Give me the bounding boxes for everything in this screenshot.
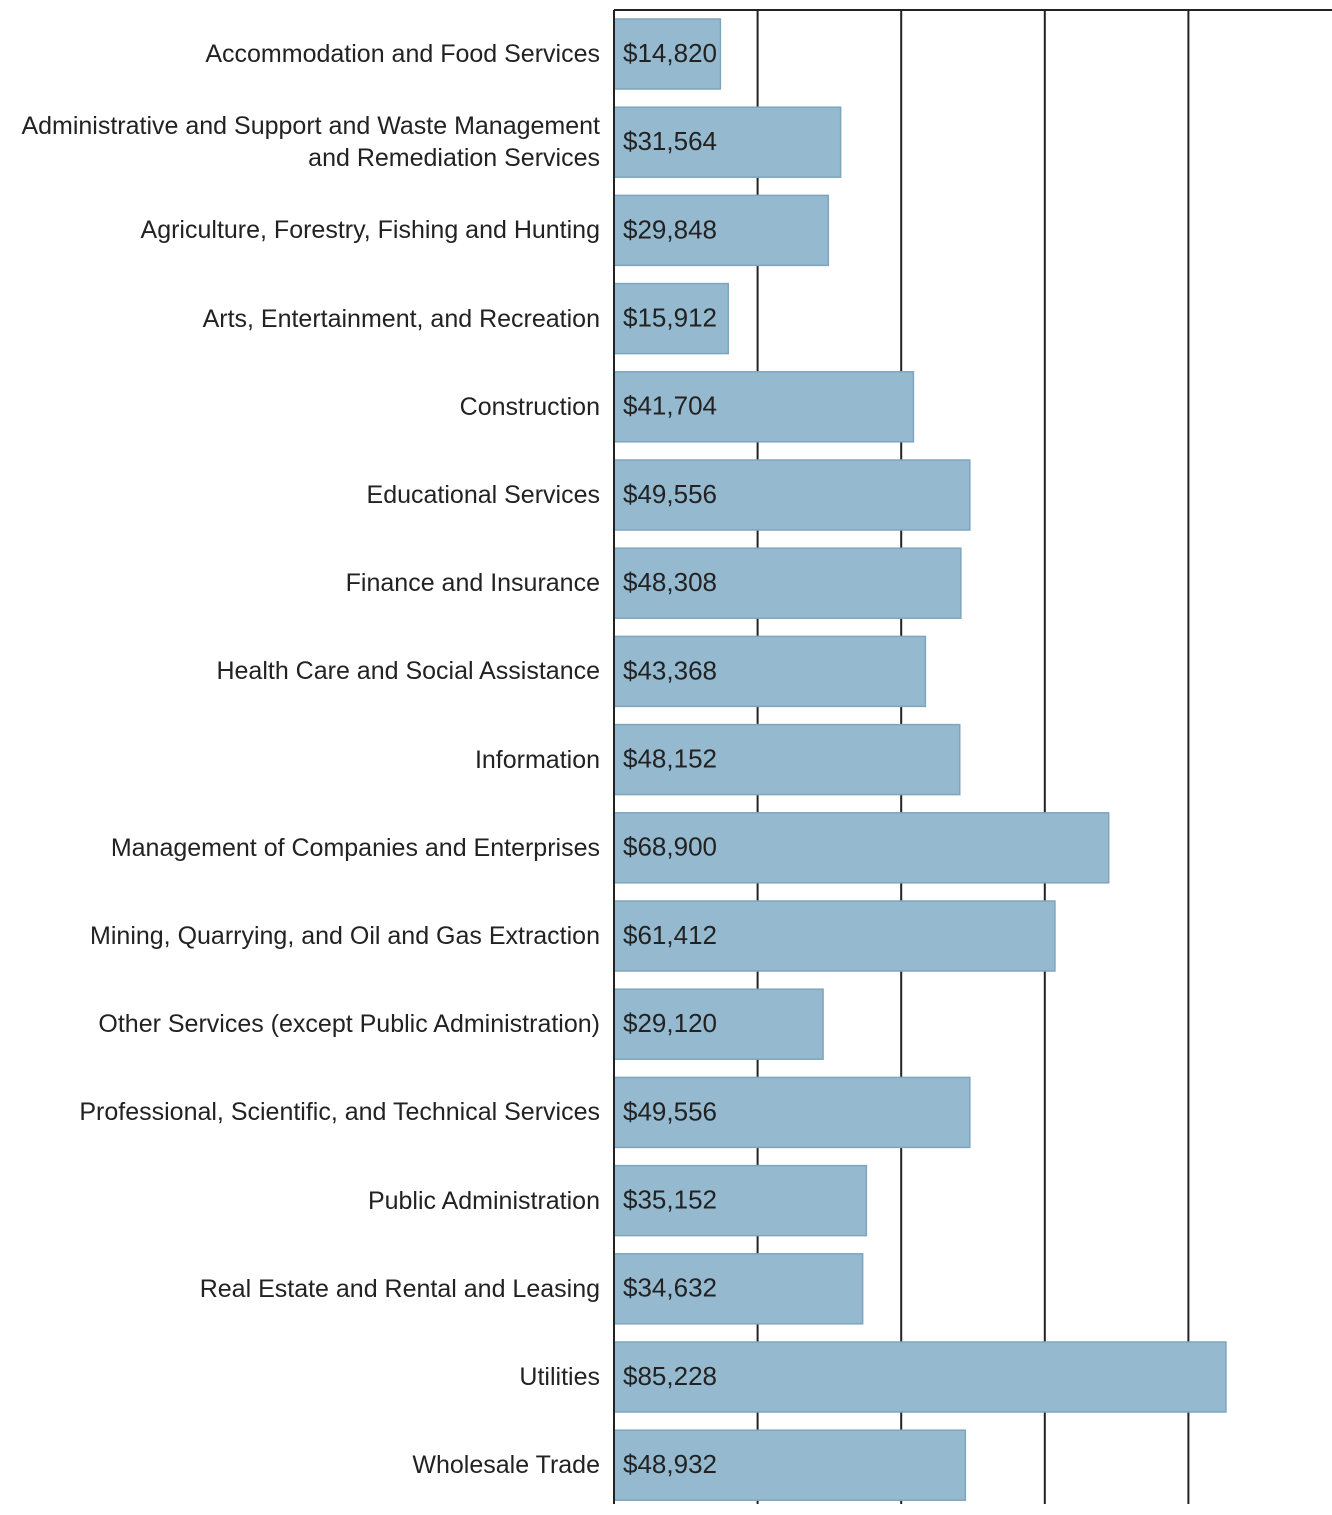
category-label: Other Services (except Public Administra… — [98, 1010, 600, 1039]
category-label: Information — [474, 745, 600, 774]
bar — [613, 194, 830, 267]
category-label: Real Estate and Rental and Leasing — [199, 1274, 600, 1303]
category-label: Management of Companies and Enterprises — [110, 833, 600, 862]
value-label: $43,368 — [623, 655, 717, 685]
value-label: $29,848 — [623, 214, 717, 244]
value-label: $15,912 — [623, 302, 717, 332]
bar — [613, 900, 1056, 972]
value-label: $48,308 — [623, 567, 717, 597]
value-label: $29,120 — [623, 1008, 717, 1038]
category-label: Public Administration — [367, 1186, 600, 1215]
value-label: $49,556 — [623, 479, 717, 509]
bar — [613, 282, 729, 355]
value-label: $48,932 — [623, 1449, 717, 1479]
category-label: Finance and Insurance — [345, 569, 600, 598]
category-label: Professional, Scientific, and Technical … — [79, 1098, 600, 1127]
value-label: $85,228 — [623, 1361, 717, 1391]
value-label: $35,152 — [623, 1184, 717, 1214]
bar — [613, 988, 824, 1060]
category-label: Agriculture, Forestry, Fishing and Hunti… — [140, 216, 600, 245]
value-label: $14,820 — [623, 38, 717, 68]
bar — [613, 1076, 971, 1149]
value-label: $48,152 — [623, 743, 717, 773]
bar — [613, 459, 971, 531]
bar — [613, 371, 915, 443]
category-label: Accommodation and Food Services — [205, 40, 600, 68]
category-label: Health Care and Social Assistance — [216, 657, 600, 686]
value-label: $31,564 — [623, 126, 717, 156]
category-label: Arts, Entertainment, and Recreation — [202, 304, 600, 333]
category-label: Wholesale Trade — [412, 1451, 600, 1480]
bar — [613, 723, 961, 796]
bar — [613, 18, 722, 90]
bar — [613, 106, 842, 178]
category-label: Educational Services — [366, 481, 600, 509]
value-label: $61,412 — [623, 920, 717, 950]
bar — [613, 812, 1110, 884]
bar — [613, 1429, 967, 1501]
bar — [613, 635, 927, 708]
category-label: Administrative and Support and Waste Man… — [21, 112, 600, 173]
value-label: $34,632 — [623, 1273, 717, 1303]
category-label: Utilities — [519, 1363, 600, 1391]
category-label: Mining, Quarrying, and Oil and Gas Extra… — [90, 922, 600, 950]
value-label: $68,900 — [623, 832, 717, 862]
value-label: $41,704 — [623, 391, 717, 421]
category-label: Construction — [459, 392, 600, 421]
bar — [613, 547, 962, 619]
value-label: $49,556 — [623, 1096, 717, 1126]
